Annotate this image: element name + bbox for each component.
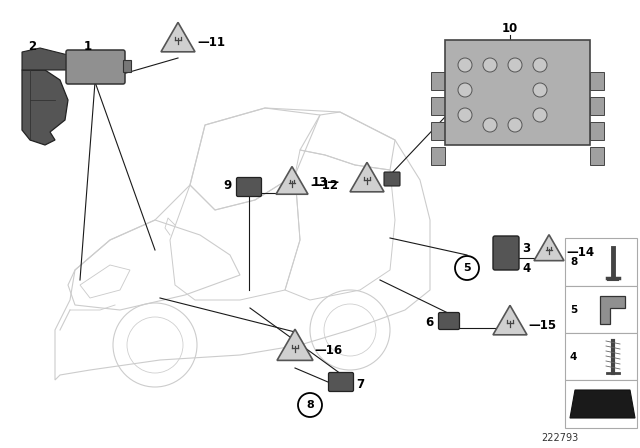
- Text: 4: 4: [522, 262, 531, 275]
- FancyBboxPatch shape: [431, 122, 445, 140]
- Circle shape: [533, 83, 547, 97]
- Polygon shape: [22, 48, 68, 70]
- FancyBboxPatch shape: [590, 97, 604, 115]
- Text: —16: —16: [314, 344, 342, 357]
- Polygon shape: [350, 162, 384, 192]
- FancyBboxPatch shape: [431, 147, 445, 165]
- Text: 222793: 222793: [541, 433, 579, 443]
- FancyBboxPatch shape: [565, 380, 637, 428]
- FancyBboxPatch shape: [445, 40, 590, 145]
- Text: 3: 3: [522, 241, 530, 254]
- Text: 2: 2: [28, 39, 36, 52]
- Circle shape: [508, 58, 522, 72]
- Text: 10: 10: [502, 22, 518, 34]
- Polygon shape: [600, 296, 625, 324]
- FancyBboxPatch shape: [438, 313, 460, 329]
- FancyBboxPatch shape: [328, 372, 353, 392]
- FancyBboxPatch shape: [237, 177, 262, 197]
- Text: —12: —12: [310, 178, 338, 191]
- Circle shape: [458, 83, 472, 97]
- Text: 9: 9: [224, 178, 232, 191]
- Polygon shape: [534, 235, 564, 261]
- FancyBboxPatch shape: [565, 333, 637, 380]
- Circle shape: [508, 118, 522, 132]
- Text: 7: 7: [356, 378, 364, 391]
- Circle shape: [483, 118, 497, 132]
- FancyBboxPatch shape: [431, 97, 445, 115]
- FancyBboxPatch shape: [384, 172, 400, 186]
- Circle shape: [458, 58, 472, 72]
- Text: —15: —15: [528, 319, 556, 332]
- Circle shape: [533, 58, 547, 72]
- Polygon shape: [570, 390, 635, 418]
- FancyBboxPatch shape: [431, 72, 445, 90]
- FancyBboxPatch shape: [590, 122, 604, 140]
- Text: 5: 5: [570, 305, 577, 315]
- Circle shape: [455, 256, 479, 280]
- Polygon shape: [276, 167, 308, 194]
- Text: —14: —14: [566, 246, 594, 258]
- Text: 1: 1: [84, 39, 92, 52]
- Polygon shape: [493, 306, 527, 335]
- Circle shape: [483, 58, 497, 72]
- Circle shape: [298, 393, 322, 417]
- Circle shape: [458, 108, 472, 122]
- FancyBboxPatch shape: [590, 147, 604, 165]
- Text: —11: —11: [197, 35, 225, 48]
- FancyBboxPatch shape: [590, 72, 604, 90]
- Text: 8: 8: [570, 257, 577, 267]
- FancyBboxPatch shape: [565, 238, 637, 286]
- FancyBboxPatch shape: [565, 286, 637, 333]
- FancyBboxPatch shape: [66, 50, 125, 84]
- Polygon shape: [277, 329, 313, 360]
- Text: 6: 6: [426, 315, 434, 328]
- Circle shape: [533, 108, 547, 122]
- FancyBboxPatch shape: [493, 236, 519, 270]
- Polygon shape: [161, 22, 195, 52]
- Text: 8: 8: [306, 400, 314, 410]
- FancyBboxPatch shape: [123, 60, 131, 72]
- Text: 5: 5: [463, 263, 471, 273]
- Text: 13—: 13—: [312, 176, 340, 189]
- Polygon shape: [22, 70, 68, 145]
- Text: 4: 4: [570, 352, 577, 362]
